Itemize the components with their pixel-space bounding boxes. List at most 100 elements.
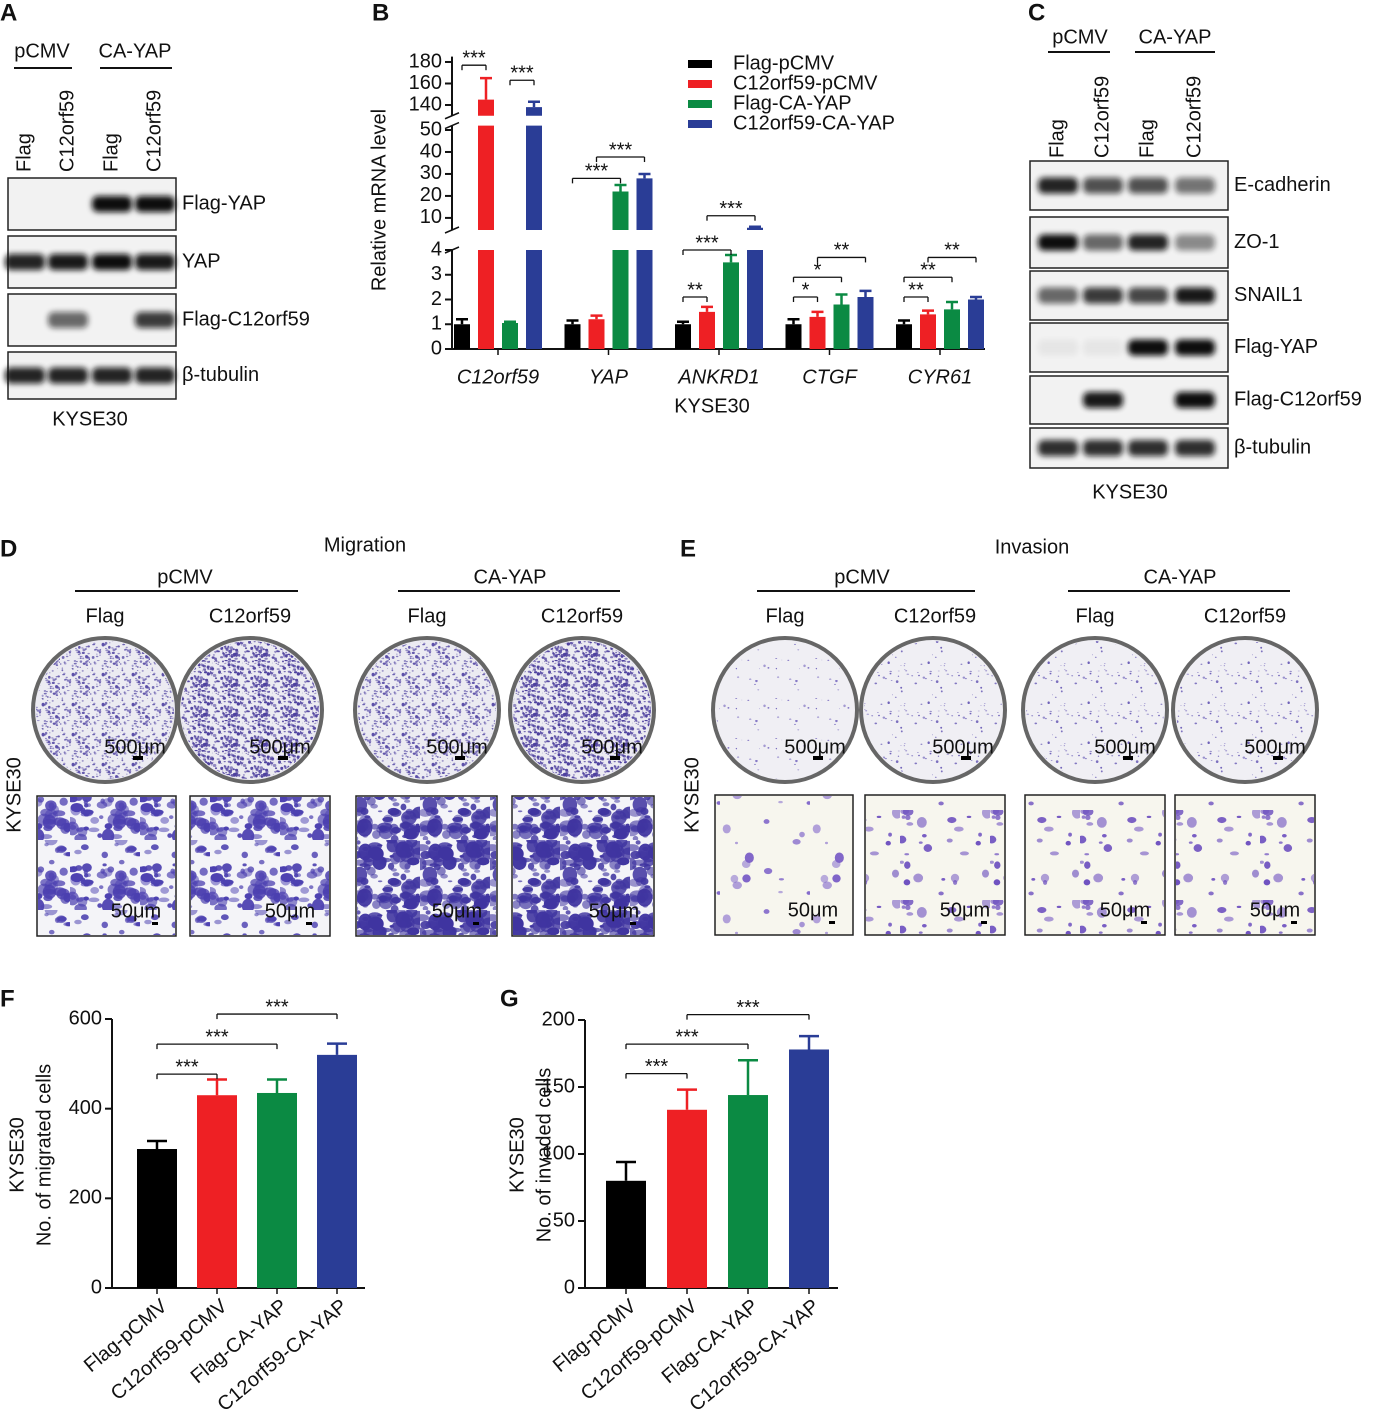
significance: *** [265, 996, 289, 1018]
band [1083, 339, 1123, 356]
y-tick-label: 150 [542, 1075, 575, 1097]
bar [502, 323, 518, 349]
band [135, 196, 175, 212]
bar [606, 1180, 646, 1288]
bar [564, 324, 581, 349]
y-axis-title: Relative mRNA level [368, 109, 390, 291]
legend-label: Flag-pCMV [733, 52, 835, 74]
row-label: KYSE30 [3, 757, 25, 833]
scale-label: 500μm [581, 736, 643, 758]
lane-label: Flag [100, 133, 122, 172]
error-bar [504, 320, 516, 324]
band [1083, 392, 1123, 408]
bar [612, 191, 629, 349]
lane-label: C12orf59 [1091, 76, 1113, 158]
dish-cells [1026, 641, 1164, 779]
scale-bar [1273, 756, 1283, 760]
scale-bar [152, 922, 158, 925]
error-bar [528, 100, 540, 108]
x-tick-label: ANKRD1 [677, 366, 759, 388]
blot-label: E-cadherin [1234, 174, 1331, 196]
y-tick-label: 2 [431, 288, 442, 310]
blot-label: ZO-1 [1234, 231, 1280, 253]
y-tick-label: 400 [69, 1097, 102, 1119]
y-tick-label: 160 [409, 72, 442, 94]
scale-label: 50μm [111, 900, 161, 922]
scale-bar [813, 756, 823, 760]
legend-swatch [688, 120, 712, 128]
y-tick-label: 200 [69, 1187, 102, 1209]
x-axis-title: KYSE30 [674, 395, 750, 417]
error-bar [566, 319, 579, 325]
y-tick-label: 0 [91, 1276, 102, 1298]
bar [920, 314, 936, 349]
bar [197, 1095, 237, 1288]
scale-label: 500μm [1244, 736, 1306, 758]
y-axis-title: No. of migrated cells [33, 1064, 55, 1246]
blot-label: Flag-C12orf59 [1234, 388, 1362, 410]
lane-label: C12orf59 [1183, 76, 1205, 158]
scale-label: 500μm [1094, 736, 1156, 758]
bar [747, 227, 763, 349]
scale-bar [630, 922, 636, 925]
error-bar [456, 318, 468, 325]
significance: * [802, 279, 810, 301]
band [1128, 440, 1168, 456]
band [1083, 177, 1123, 194]
error-bar [590, 314, 603, 320]
y-tick-label: 50 [420, 118, 442, 140]
scale-bar [278, 756, 288, 760]
error-bar [677, 1088, 697, 1110]
group-label: pCMV [834, 566, 890, 588]
lane-label: Flag [86, 605, 125, 627]
scale-label: 500μm [784, 736, 846, 758]
significance: ** [834, 240, 850, 262]
band [1128, 339, 1168, 356]
y-tick-label: 10 [420, 206, 442, 228]
scale-bar [455, 756, 465, 760]
lane-label: C12orf59 [209, 605, 291, 627]
band [135, 367, 175, 384]
significance: *** [675, 1026, 699, 1048]
scale-label: 500μm [426, 736, 488, 758]
y-tick-label: 0 [564, 1276, 575, 1298]
band [1175, 440, 1215, 456]
scale-bar [473, 922, 479, 925]
legend-swatch [688, 80, 712, 88]
error-bar [946, 300, 958, 310]
scale-label: 50μm [432, 900, 482, 922]
band [1038, 234, 1078, 251]
error-bar [835, 293, 848, 305]
significance: *** [585, 161, 609, 183]
significance: *** [462, 47, 486, 69]
lane-label: C12orf59 [143, 90, 165, 172]
dish-cells [181, 641, 319, 779]
scale-bar [981, 921, 987, 924]
band [1175, 339, 1215, 356]
y-tick-label: 20 [420, 184, 442, 206]
significance: *** [609, 139, 633, 161]
band [5, 254, 45, 270]
panel-title: Invasion [995, 536, 1070, 558]
panel-letter: D [0, 535, 17, 562]
scale-bar [1141, 921, 1147, 924]
lane-label: Flag [408, 605, 447, 627]
error-bar [749, 225, 761, 228]
band [92, 367, 132, 384]
y-tick-label: 30 [420, 162, 442, 184]
scale-label: 50μm [265, 900, 315, 922]
row-label: KYSE30 [6, 1117, 28, 1193]
x-tick-label: YAP [589, 366, 629, 388]
group-label: CA-YAP [1139, 26, 1212, 48]
blot-label: Flag-YAP [182, 192, 266, 214]
bar [896, 324, 912, 349]
micro-cells [513, 797, 653, 935]
band [48, 254, 88, 270]
band [48, 312, 88, 328]
band [1175, 177, 1215, 194]
y-tick-label: 3 [431, 263, 442, 285]
scale-bar [829, 921, 835, 924]
micro-cells [1176, 796, 1314, 934]
x-tick-label: C12orf59 [457, 366, 539, 388]
bar [667, 1109, 707, 1288]
